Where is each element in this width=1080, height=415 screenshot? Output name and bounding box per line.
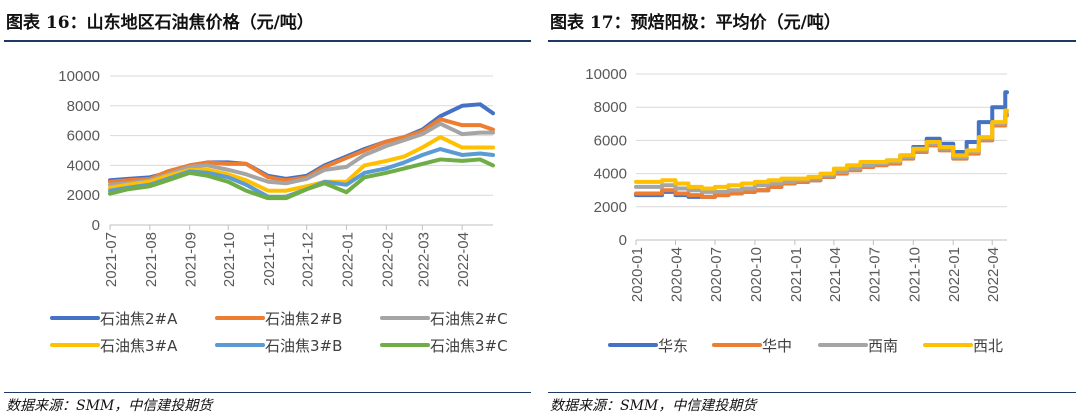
series-line-西北 (634, 108, 1009, 191)
x-tick-label: 2021-07 (103, 232, 120, 287)
series-line-石油焦3#C (108, 157, 495, 201)
left-chart: 0 2000 4000 6000 8000 10000 2021-07 2021-08 2021… (50, 68, 508, 355)
legend-label: 石油焦2#C (430, 310, 508, 328)
x-tick-label: 2021-11 (261, 232, 278, 286)
legend-label: 石油焦3#A (100, 337, 178, 355)
right-title-rule (548, 40, 1076, 42)
legend-label: 华中 (762, 337, 792, 355)
x-tick-label: 2021-10 (221, 232, 238, 287)
y-tick-label: 6000 (594, 132, 627, 149)
x-tick-label: 2021-08 (143, 232, 160, 287)
legend-label: 西北 (973, 337, 1003, 355)
x-tick-label: 2020-01 (629, 247, 646, 302)
y-tick-label: 0 (619, 232, 627, 249)
series-line-石油焦3#A (108, 135, 495, 193)
x-tick-label: 2021-12 (300, 232, 317, 287)
x-tick-label: 2022-01 (339, 232, 356, 287)
legend-label: 华东 (658, 337, 688, 355)
legend-label: 石油焦3#B (265, 337, 342, 355)
x-tick-label: 2021-04 (827, 247, 844, 302)
y-tick-label: 2000 (594, 199, 627, 216)
x-tick-label: 2022-04 (985, 247, 1002, 302)
left-source-note: 数据来源：SMM，中信建投期货 (6, 398, 213, 414)
right-bottom-rule (548, 392, 1076, 393)
y-tick-label: 10000 (585, 66, 627, 83)
legend-label: 石油焦3#C (430, 337, 508, 355)
x-tick-label: 2020-07 (708, 247, 725, 302)
x-tick-label: 2022-01 (946, 247, 963, 302)
y-tick-label: 8000 (67, 98, 100, 115)
y-tick-label: 0 (92, 217, 100, 234)
legend-label: 石油焦2#B (265, 310, 342, 328)
x-tick-label: 2022-02 (379, 232, 396, 287)
y-tick-label: 8000 (594, 99, 627, 116)
y-tick-label: 10000 (58, 68, 100, 85)
left-bottom-rule (4, 392, 531, 393)
series-line-石油焦2#A (108, 102, 495, 183)
right-source-note: 数据来源：SMM，中信建投期货 (550, 398, 757, 414)
right-chart: 0 2000 4000 6000 8000 10000 2020-01 2020-04 2020… (585, 66, 1009, 355)
legend-label: 石油焦2#A (100, 310, 178, 328)
x-tick-label: 2020-10 (748, 247, 765, 302)
y-tick-label: 2000 (67, 187, 100, 204)
x-tick-label: 2021-09 (183, 232, 200, 287)
x-tick-label: 2021-07 (866, 247, 883, 302)
legend-label: 西南 (868, 337, 898, 355)
x-tick-label: 2021-10 (906, 247, 923, 302)
x-tick-label: 2021-01 (788, 247, 805, 302)
left-title-rule (4, 40, 531, 42)
y-tick-label: 4000 (67, 157, 100, 174)
right-chart-title: 图表 17：预焙阳极：平均价（元/吨） (550, 13, 841, 33)
left-chart-title: 图表 16：山东地区石油焦价格（元/吨） (6, 13, 314, 33)
x-tick-label: 2022-04 (455, 232, 472, 287)
y-tick-label: 4000 (594, 166, 627, 183)
x-tick-label: 2020-04 (668, 247, 685, 302)
y-tick-label: 6000 (67, 128, 100, 145)
x-tick-label: 2022-03 (415, 232, 432, 287)
